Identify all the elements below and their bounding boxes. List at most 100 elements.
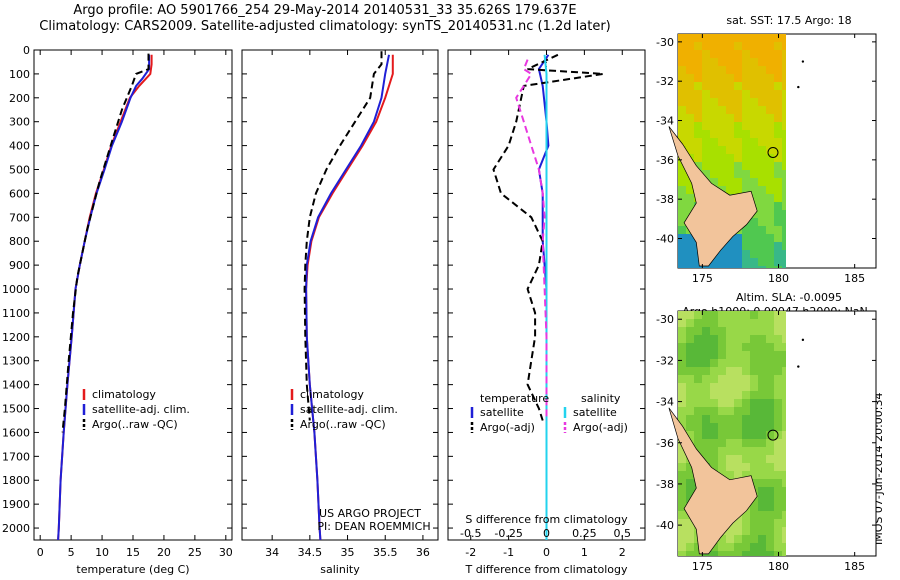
series-line bbox=[305, 54, 390, 541]
map-cell bbox=[766, 226, 774, 234]
map-cell bbox=[702, 399, 710, 407]
map-cell bbox=[782, 535, 786, 543]
map-cell bbox=[678, 487, 686, 495]
map-cell bbox=[734, 66, 742, 74]
map-cell bbox=[742, 242, 750, 250]
map-cell bbox=[750, 106, 758, 114]
map-cell bbox=[742, 535, 750, 543]
map-cell bbox=[694, 551, 702, 556]
map-cell bbox=[702, 359, 710, 367]
map-cell bbox=[686, 535, 694, 543]
map-cell bbox=[766, 519, 774, 527]
map-cell bbox=[766, 42, 774, 50]
map-cell bbox=[774, 90, 782, 98]
map-cell bbox=[686, 74, 694, 82]
map-cell bbox=[742, 66, 750, 74]
map-cell bbox=[758, 202, 766, 210]
map-cell bbox=[766, 415, 774, 423]
map-cell bbox=[758, 311, 766, 319]
map-cell bbox=[766, 170, 774, 178]
map-cell bbox=[750, 535, 758, 543]
map-cell bbox=[686, 543, 694, 551]
map-cell bbox=[742, 471, 750, 479]
map-cell bbox=[742, 431, 750, 439]
map-cell bbox=[782, 258, 786, 266]
map-cell bbox=[742, 98, 750, 106]
map-cell bbox=[766, 463, 774, 471]
map-cell bbox=[710, 367, 718, 375]
map-cell bbox=[750, 359, 758, 367]
legend-label: Argo(..raw -QC) bbox=[92, 418, 178, 431]
map-cell bbox=[766, 551, 774, 556]
map-cell bbox=[686, 122, 694, 130]
map-cell bbox=[750, 98, 758, 106]
map-cell bbox=[718, 407, 726, 415]
map-cell bbox=[734, 258, 742, 266]
map-cell bbox=[726, 551, 734, 556]
map-cell bbox=[734, 82, 742, 90]
map-cell bbox=[758, 359, 766, 367]
map-cell bbox=[686, 98, 694, 106]
map-cell bbox=[686, 311, 694, 319]
legend-group-title: salinity bbox=[581, 392, 621, 405]
map-cell bbox=[694, 327, 702, 335]
map-cell bbox=[758, 479, 766, 487]
map-cell bbox=[782, 551, 786, 556]
map-cell bbox=[734, 170, 742, 178]
map-cell bbox=[702, 431, 710, 439]
map-cell bbox=[694, 90, 702, 98]
map-cell bbox=[766, 210, 774, 218]
map-cell bbox=[686, 130, 694, 138]
map-cell bbox=[734, 527, 742, 535]
x-tick-label: -1 bbox=[503, 546, 514, 559]
map-cell bbox=[774, 343, 782, 351]
map-cell bbox=[702, 367, 710, 375]
map-cell bbox=[742, 543, 750, 551]
map-cell bbox=[774, 527, 782, 535]
map-cell bbox=[686, 463, 694, 471]
map-cell bbox=[710, 319, 718, 327]
map-cell bbox=[742, 170, 750, 178]
map-cell bbox=[734, 50, 742, 58]
map-cell bbox=[686, 375, 694, 383]
map-cell bbox=[758, 551, 766, 556]
y-tick-label: 900 bbox=[9, 259, 30, 272]
map-cell bbox=[758, 439, 766, 447]
map-cell bbox=[758, 90, 766, 98]
map-cell bbox=[782, 431, 786, 439]
map-cell bbox=[766, 218, 774, 226]
map-cell bbox=[710, 343, 718, 351]
map-cell bbox=[686, 90, 694, 98]
map-cell bbox=[766, 351, 774, 359]
map-cell bbox=[726, 42, 734, 50]
map-cell bbox=[766, 82, 774, 90]
map-cell bbox=[742, 50, 750, 58]
legend-label: satellite bbox=[573, 406, 617, 419]
map-cell bbox=[734, 343, 742, 351]
map-cell bbox=[774, 146, 782, 154]
map-cell bbox=[742, 250, 750, 258]
map-cell bbox=[734, 311, 742, 319]
map-cell bbox=[758, 391, 766, 399]
map-cell bbox=[774, 98, 782, 106]
map-cell bbox=[782, 463, 786, 471]
map-cell bbox=[782, 375, 786, 383]
map-cell bbox=[686, 391, 694, 399]
map-cell bbox=[750, 351, 758, 359]
lat-tick-label: -36 bbox=[656, 154, 674, 167]
map-cell bbox=[710, 50, 718, 58]
map-cell bbox=[694, 82, 702, 90]
map-cell bbox=[718, 311, 726, 319]
map-cell bbox=[678, 375, 686, 383]
map-cell bbox=[774, 186, 782, 194]
map-cell bbox=[758, 527, 766, 535]
map-cell bbox=[782, 311, 786, 319]
map-cell bbox=[694, 114, 702, 122]
map-cell bbox=[718, 431, 726, 439]
map-cell bbox=[766, 90, 774, 98]
y-tick-label: 100 bbox=[9, 68, 30, 81]
map-cell bbox=[726, 106, 734, 114]
map-cell bbox=[766, 242, 774, 250]
lon-tick-label: 185 bbox=[844, 560, 865, 573]
